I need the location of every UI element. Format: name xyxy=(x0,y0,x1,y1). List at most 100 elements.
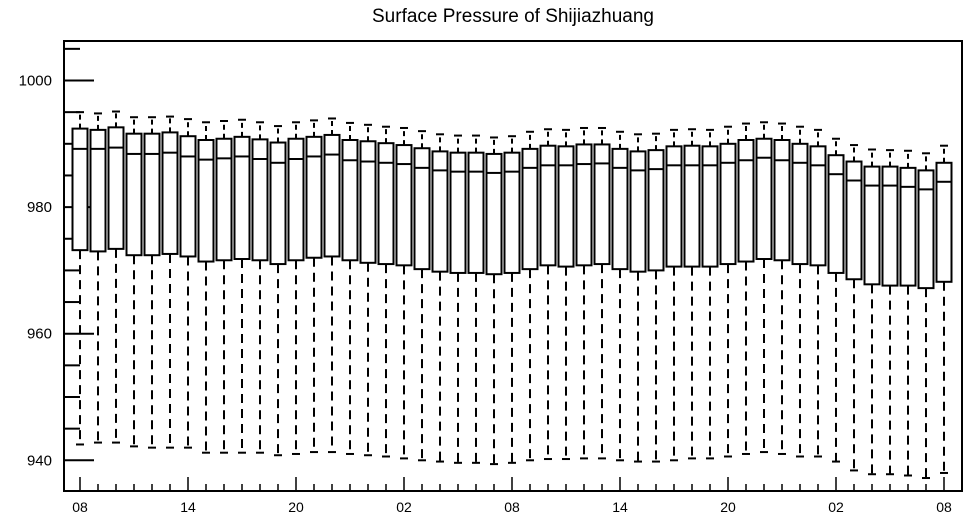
box-body xyxy=(863,165,881,286)
chart-title: Surface Pressure of Shijiazhuang xyxy=(372,6,654,27)
box-body xyxy=(233,135,251,261)
box-body xyxy=(809,145,827,267)
y-tick-label: 980 xyxy=(27,199,52,216)
box-body xyxy=(899,166,917,287)
y-tick-label: 960 xyxy=(27,326,52,343)
box-body xyxy=(341,139,359,262)
box-series xyxy=(71,110,953,480)
box-body xyxy=(395,144,413,267)
box-item xyxy=(611,130,629,462)
box-body xyxy=(701,145,719,268)
box-item xyxy=(575,126,593,460)
box-item xyxy=(593,126,611,460)
box-item xyxy=(89,112,107,444)
box-body xyxy=(323,133,341,258)
box-item xyxy=(305,119,323,454)
box-body xyxy=(647,149,665,272)
box-body xyxy=(215,137,233,262)
box-item xyxy=(737,122,755,455)
box-body xyxy=(845,160,863,281)
box-item xyxy=(179,118,197,449)
box-item xyxy=(683,128,701,460)
box-body xyxy=(449,151,467,274)
box-body xyxy=(881,165,899,287)
box-body xyxy=(665,145,683,268)
box-item xyxy=(71,111,89,446)
box-item xyxy=(233,118,251,454)
box-item xyxy=(269,125,287,457)
box-body xyxy=(413,147,431,271)
box-body xyxy=(917,169,935,290)
box-item xyxy=(629,133,647,463)
box-body xyxy=(251,138,269,262)
box-body xyxy=(269,141,287,266)
box-item xyxy=(809,128,827,458)
x-tick-label: 20 xyxy=(288,499,304,515)
box-item xyxy=(395,126,413,460)
box-item xyxy=(161,115,179,449)
box-body xyxy=(377,142,395,266)
box-body xyxy=(557,145,575,268)
box-body xyxy=(935,161,953,283)
box-body xyxy=(539,144,557,267)
x-tick-label: 08 xyxy=(936,499,952,515)
box-body xyxy=(305,135,323,259)
box-item xyxy=(503,135,521,464)
y-tick-label: 940 xyxy=(27,452,52,469)
x-tick-label: 08 xyxy=(72,499,88,515)
y-tick-label: 1000 xyxy=(19,73,52,90)
box-item xyxy=(143,116,161,449)
box-body xyxy=(611,147,629,271)
box-body xyxy=(431,150,449,273)
box-item xyxy=(341,121,359,455)
box-body xyxy=(143,132,161,257)
box-item xyxy=(539,128,557,461)
box-item xyxy=(881,149,899,476)
box-body xyxy=(575,143,593,267)
box-item xyxy=(107,110,125,444)
box-item xyxy=(647,132,665,463)
box-item xyxy=(287,121,305,455)
box-item xyxy=(215,120,233,454)
box-body xyxy=(593,143,611,266)
box-item xyxy=(251,121,269,454)
box-body xyxy=(359,140,377,264)
box-body xyxy=(107,126,125,250)
box-item xyxy=(755,121,773,454)
box-body xyxy=(683,144,701,268)
box-body xyxy=(485,152,503,276)
box-item xyxy=(359,123,377,457)
box-item xyxy=(485,136,503,466)
box-body xyxy=(503,151,521,274)
box-item xyxy=(791,125,809,458)
box-item xyxy=(431,133,449,463)
box-item xyxy=(377,125,395,458)
box-item xyxy=(197,121,215,454)
box-item xyxy=(845,144,863,472)
box-body xyxy=(521,147,539,271)
box-body xyxy=(791,142,809,266)
box-item xyxy=(773,122,791,455)
box-item xyxy=(935,144,953,474)
box-item xyxy=(719,125,737,458)
box-item xyxy=(521,130,539,462)
box-body xyxy=(179,135,197,258)
box-item xyxy=(917,152,935,480)
box-item xyxy=(863,148,881,476)
x-axis: 08 14 20 02 08 14 20 02 08 xyxy=(72,477,952,515)
box-body xyxy=(629,150,647,273)
box-item xyxy=(665,128,683,462)
x-tick-label: 08 xyxy=(504,499,520,515)
box-item xyxy=(827,137,845,463)
box-body xyxy=(197,139,215,263)
x-tick-label: 14 xyxy=(180,499,196,515)
box-item xyxy=(125,116,143,448)
box-item xyxy=(701,128,719,460)
box-body xyxy=(467,151,485,274)
box-item xyxy=(449,134,467,464)
box-item xyxy=(413,130,431,462)
x-tick-label: 02 xyxy=(828,499,844,515)
plot-frame xyxy=(63,40,963,492)
box-body xyxy=(773,139,791,262)
